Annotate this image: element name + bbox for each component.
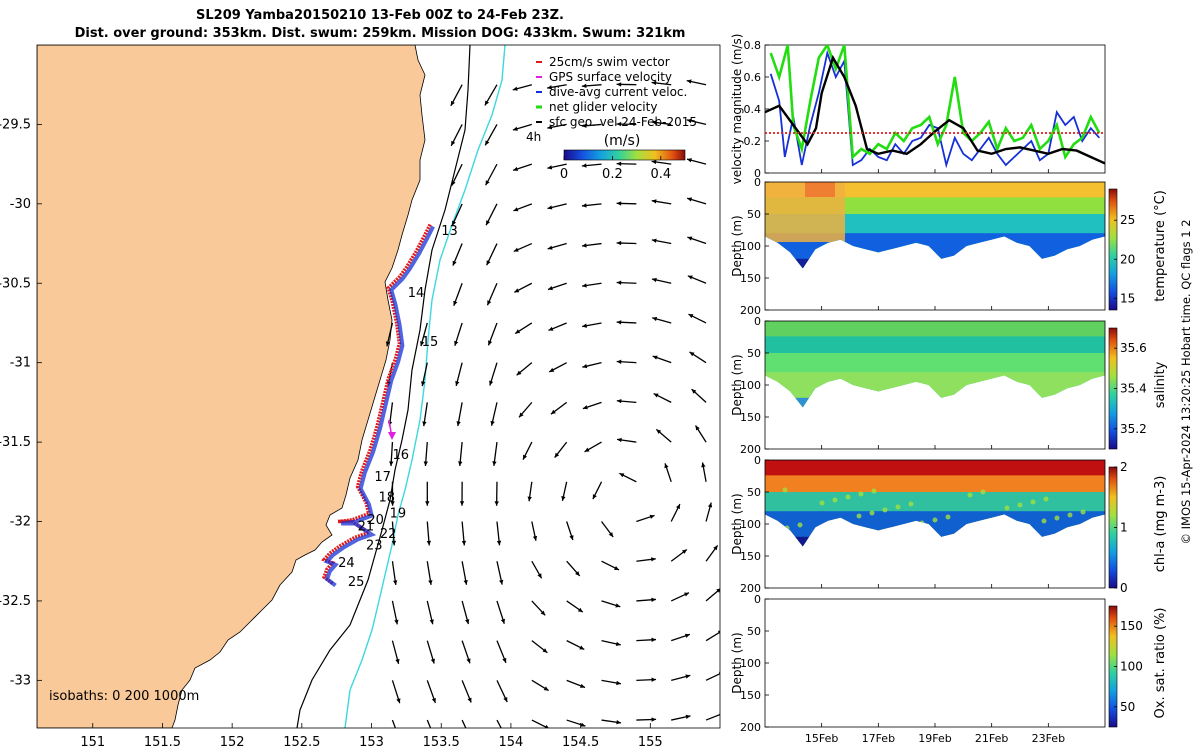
section-ytick-label: 0 [754, 454, 761, 467]
section-ytick-label: 0 [754, 315, 761, 328]
map-xtick-label: 152.5 [283, 735, 320, 750]
day-label: 15 [422, 335, 439, 350]
colorbar-label: salinity [1153, 361, 1168, 408]
svg-text:GPS surface velocity: GPS surface velocity [549, 70, 672, 84]
colorbar-tick-label: 50 [1120, 700, 1135, 714]
time-tick-label: 15Feb [805, 732, 838, 745]
section-ylabel: Depth (m) [730, 215, 744, 276]
day-label: 18 [379, 491, 396, 506]
velocity-ytick-label: 0.2 [744, 135, 762, 148]
speed-colorbar-label: (m/s) [604, 133, 641, 149]
map-xtick-label: 154 [499, 735, 524, 750]
day-label: 21 [358, 519, 375, 534]
colorbar-tick-label: 1 [1120, 521, 1128, 535]
section-ytick-label: 50 [747, 347, 761, 360]
section-colorbar [1109, 189, 1117, 310]
colorbar-tick-label: 15 [1120, 291, 1135, 305]
colorbar-tick-label: 20 [1120, 252, 1135, 266]
colorbar-tick-label: 25 [1120, 213, 1135, 227]
section-ytick-label: 0 [754, 593, 761, 606]
section-ytick-label: 200 [740, 721, 761, 734]
legend-item-dive: dive-avg current veloc. [536, 85, 687, 99]
velocity-panel: 00.20.40.60.8 velocity magnitude (m/s) [730, 34, 1105, 185]
svg-text:net glider velocity: net glider velocity [549, 100, 657, 114]
time-tick-label: 23Feb [1032, 732, 1065, 745]
colorbar-label: chl-a (mg m-3) [1153, 476, 1168, 573]
legend-4h: 4h [526, 130, 541, 144]
velocity-ytick-label: 0.8 [744, 39, 762, 52]
map-xtick-label: 154.5 [562, 735, 599, 750]
section-ytick-label: 50 [747, 625, 761, 638]
day-label: 16 [392, 448, 409, 463]
velocity-arrow-head [468, 737, 472, 742]
map-ytick-label: -32 [10, 515, 31, 530]
map-ytick-label: -31.5 [0, 435, 31, 450]
time-tick-label: 17Feb [862, 732, 895, 745]
colorbar-tick-label: 150 [1120, 619, 1143, 633]
map-y-ticks: -29.5 -30 -30.5 -31 -31.5 -32 -32.5 -33 [0, 117, 42, 688]
legend-item-swim: 25cm/s swim vector [536, 55, 670, 69]
svg-text:dive-avg current veloc.: dive-avg current veloc. [549, 85, 687, 99]
legend-item-net: net glider velocity [536, 100, 657, 114]
isobaths-label: isobaths: 0 200 1000m [49, 689, 199, 704]
map-ytick-label: -29.5 [0, 117, 31, 132]
map-ytick-label: -32.5 [0, 594, 31, 609]
day-label: 13 [441, 224, 458, 239]
colorbar-tick-label: 35.4 [1120, 382, 1147, 396]
colorbar-tick-label: 35.2 [1120, 422, 1147, 436]
map-ytick-label: -33 [10, 673, 31, 688]
legend-item-sfc: sfc geo. vel 24-Feb-2015 [536, 115, 697, 129]
map-xtick-label: 152 [220, 735, 245, 750]
colorbar-tick-label: 0.4 [650, 167, 671, 182]
section-ytick-label: 0 [754, 176, 761, 189]
map-xtick-label: 151 [80, 735, 105, 750]
day-label: 19 [390, 507, 407, 522]
velocity-ytick-label: 0.4 [744, 103, 762, 116]
day-label: 24 [338, 556, 355, 571]
map-xtick-label: 153.5 [423, 735, 460, 750]
credit-text: © IMOS 15-Apr-2024 13:20:25 Hobart time.… [1179, 12, 1193, 752]
section-ytick-label: 50 [747, 208, 761, 221]
colorbar-tick-label: 0.2 [602, 167, 623, 182]
section-ylabel: Depth (m) [730, 493, 744, 554]
legend-item-gps: GPS surface velocity [536, 70, 672, 84]
colorbar-label: Ox. sat. ratio (%) [1153, 608, 1168, 719]
svg-text:25cm/s swim vector: 25cm/s swim vector [549, 55, 670, 69]
map-xtick-label: 151.5 [144, 735, 181, 750]
svg-text:sfc geo. vel 24-Feb-2015: sfc geo. vel 24-Feb-2015 [549, 115, 697, 129]
colorbar-tick-label: 35.6 [1120, 341, 1147, 355]
map-ytick-label: -30 [10, 197, 31, 212]
map-xtick-label: 155 [638, 735, 663, 750]
map-xtick-label: 153 [359, 735, 384, 750]
time-tick-label: 19Feb [918, 732, 951, 745]
velocity-arrow-head [397, 738, 401, 743]
section-ylabel: Depth (m) [730, 632, 744, 693]
colorbar-label: temperature (°C) [1153, 190, 1168, 302]
day-label: 23 [366, 538, 383, 553]
section-ylabel: Depth (m) [730, 354, 744, 415]
colorbar-tick-label: 2 [1120, 460, 1128, 474]
day-label: 25 [348, 575, 365, 590]
day-label: 14 [408, 286, 425, 301]
section-ytick-label: 50 [747, 486, 761, 499]
map-ytick-label: -30.5 [0, 276, 31, 291]
colorbar-tick-label: 0 [560, 167, 568, 182]
colorbar-tick-label: 0 [1120, 581, 1128, 595]
colorbar-tick-label: 100 [1120, 660, 1143, 674]
velocity-ylabel: velocity magnitude (m/s) [730, 34, 744, 185]
time-tick-label: 21Feb [975, 732, 1008, 745]
velocity-ytick-label: 0.6 [744, 71, 762, 84]
map-ytick-label: -31 [10, 356, 31, 371]
day-label: 17 [374, 470, 391, 485]
